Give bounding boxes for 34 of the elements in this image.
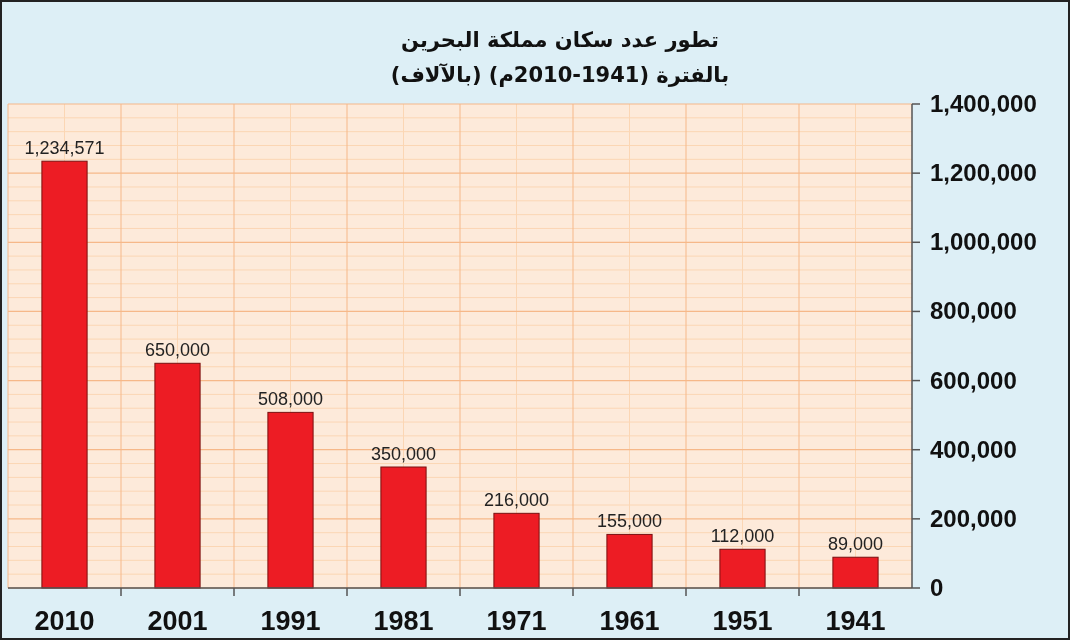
x-tick-label: 1981 <box>373 606 434 636</box>
bar <box>380 466 427 589</box>
y-tick-label: 200,000 <box>930 504 1017 532</box>
y-tick-label: 1,400,000 <box>930 90 1037 117</box>
data-label: 350,000 <box>370 444 437 464</box>
bar <box>719 548 766 589</box>
x-tick-label: 1941 <box>825 606 886 636</box>
chart-title: تطور عدد سكان مملكة البحرين <box>400 28 720 52</box>
x-tick-label: 2010 <box>34 606 95 636</box>
y-tick-label: 1,000,000 <box>930 228 1037 256</box>
y-tick-label: 1,200,000 <box>930 159 1037 187</box>
bar <box>606 533 653 589</box>
bar <box>493 512 540 589</box>
y-tick-label: 800,000 <box>930 297 1017 325</box>
bar <box>41 160 88 589</box>
data-label: 155,000 <box>596 511 663 532</box>
chart-subtitle: بالفترة (1941-2010م) (بالآلاف) <box>390 63 730 87</box>
x-tick-label: 1971 <box>486 606 547 636</box>
x-tick-label: 1991 <box>260 606 321 636</box>
y-tick-label: 0 <box>930 574 944 601</box>
data-label: 216,000 <box>483 490 550 511</box>
bar <box>154 362 201 589</box>
x-tick-label: 2001 <box>147 606 208 636</box>
data-label: 650,000 <box>144 340 211 361</box>
bar <box>267 411 314 589</box>
bar <box>832 556 879 589</box>
x-tick-label: 1961 <box>599 606 660 636</box>
data-label: 89,000 <box>827 534 884 555</box>
data-label: 112,000 <box>710 526 775 547</box>
x-tick-label: 1951 <box>712 606 773 636</box>
y-tick-label: 600,000 <box>930 366 1017 394</box>
data-label: 1,234,571 <box>24 138 105 159</box>
data-label: 508,000 <box>257 389 324 410</box>
y-tick-label: 400,000 <box>930 435 1017 463</box>
